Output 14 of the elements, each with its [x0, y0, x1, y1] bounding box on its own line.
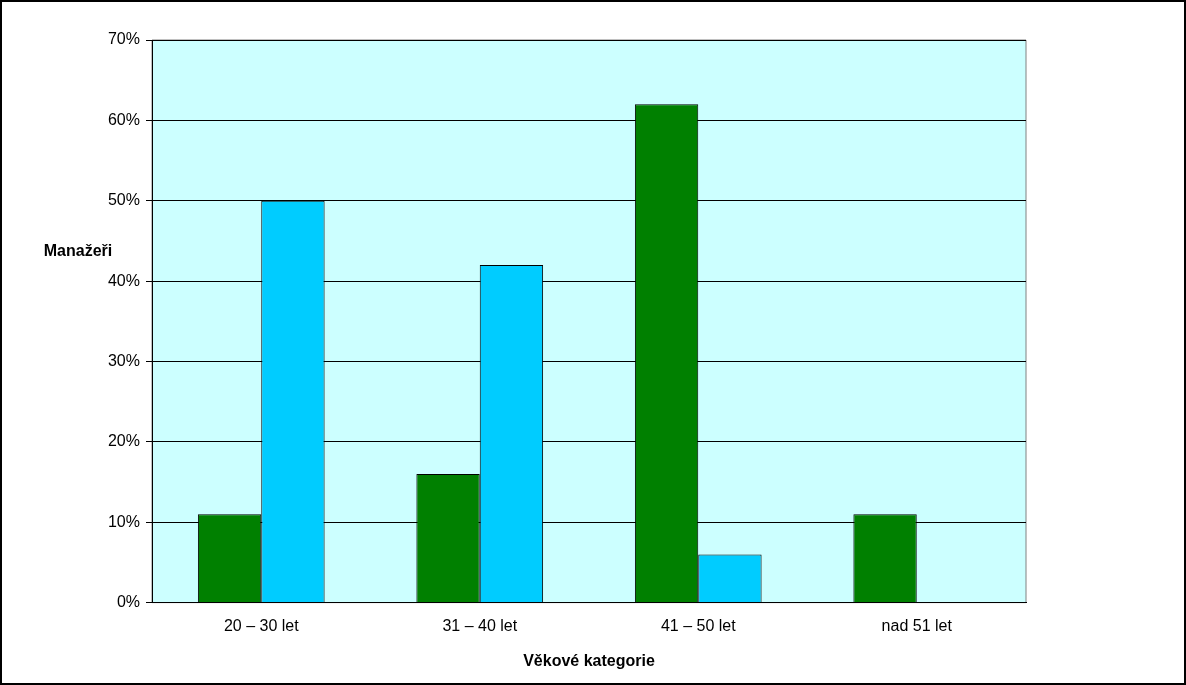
x-tick-label: 31 – 40 let [442, 616, 518, 634]
y-tick-label: 50% [107, 191, 140, 209]
y-tick-label: 10% [107, 512, 140, 530]
x-tick-label: 41 – 50 let [660, 616, 737, 634]
y-tick-label: 40% [107, 271, 140, 289]
x-tick-label: nad 51 let [881, 616, 953, 634]
x-axis-title: Věkové kategorie [523, 651, 655, 669]
y-tick-label: 0% [116, 593, 140, 611]
y-tick-label: 60% [107, 110, 140, 128]
x-tick-label: 20 – 30 let [223, 616, 300, 634]
y-tick-label: 70% [107, 30, 140, 48]
y-tick-label: 20% [107, 432, 140, 450]
y-axis-title: Manažeři [43, 241, 113, 259]
y-tick-label: 30% [107, 351, 140, 369]
